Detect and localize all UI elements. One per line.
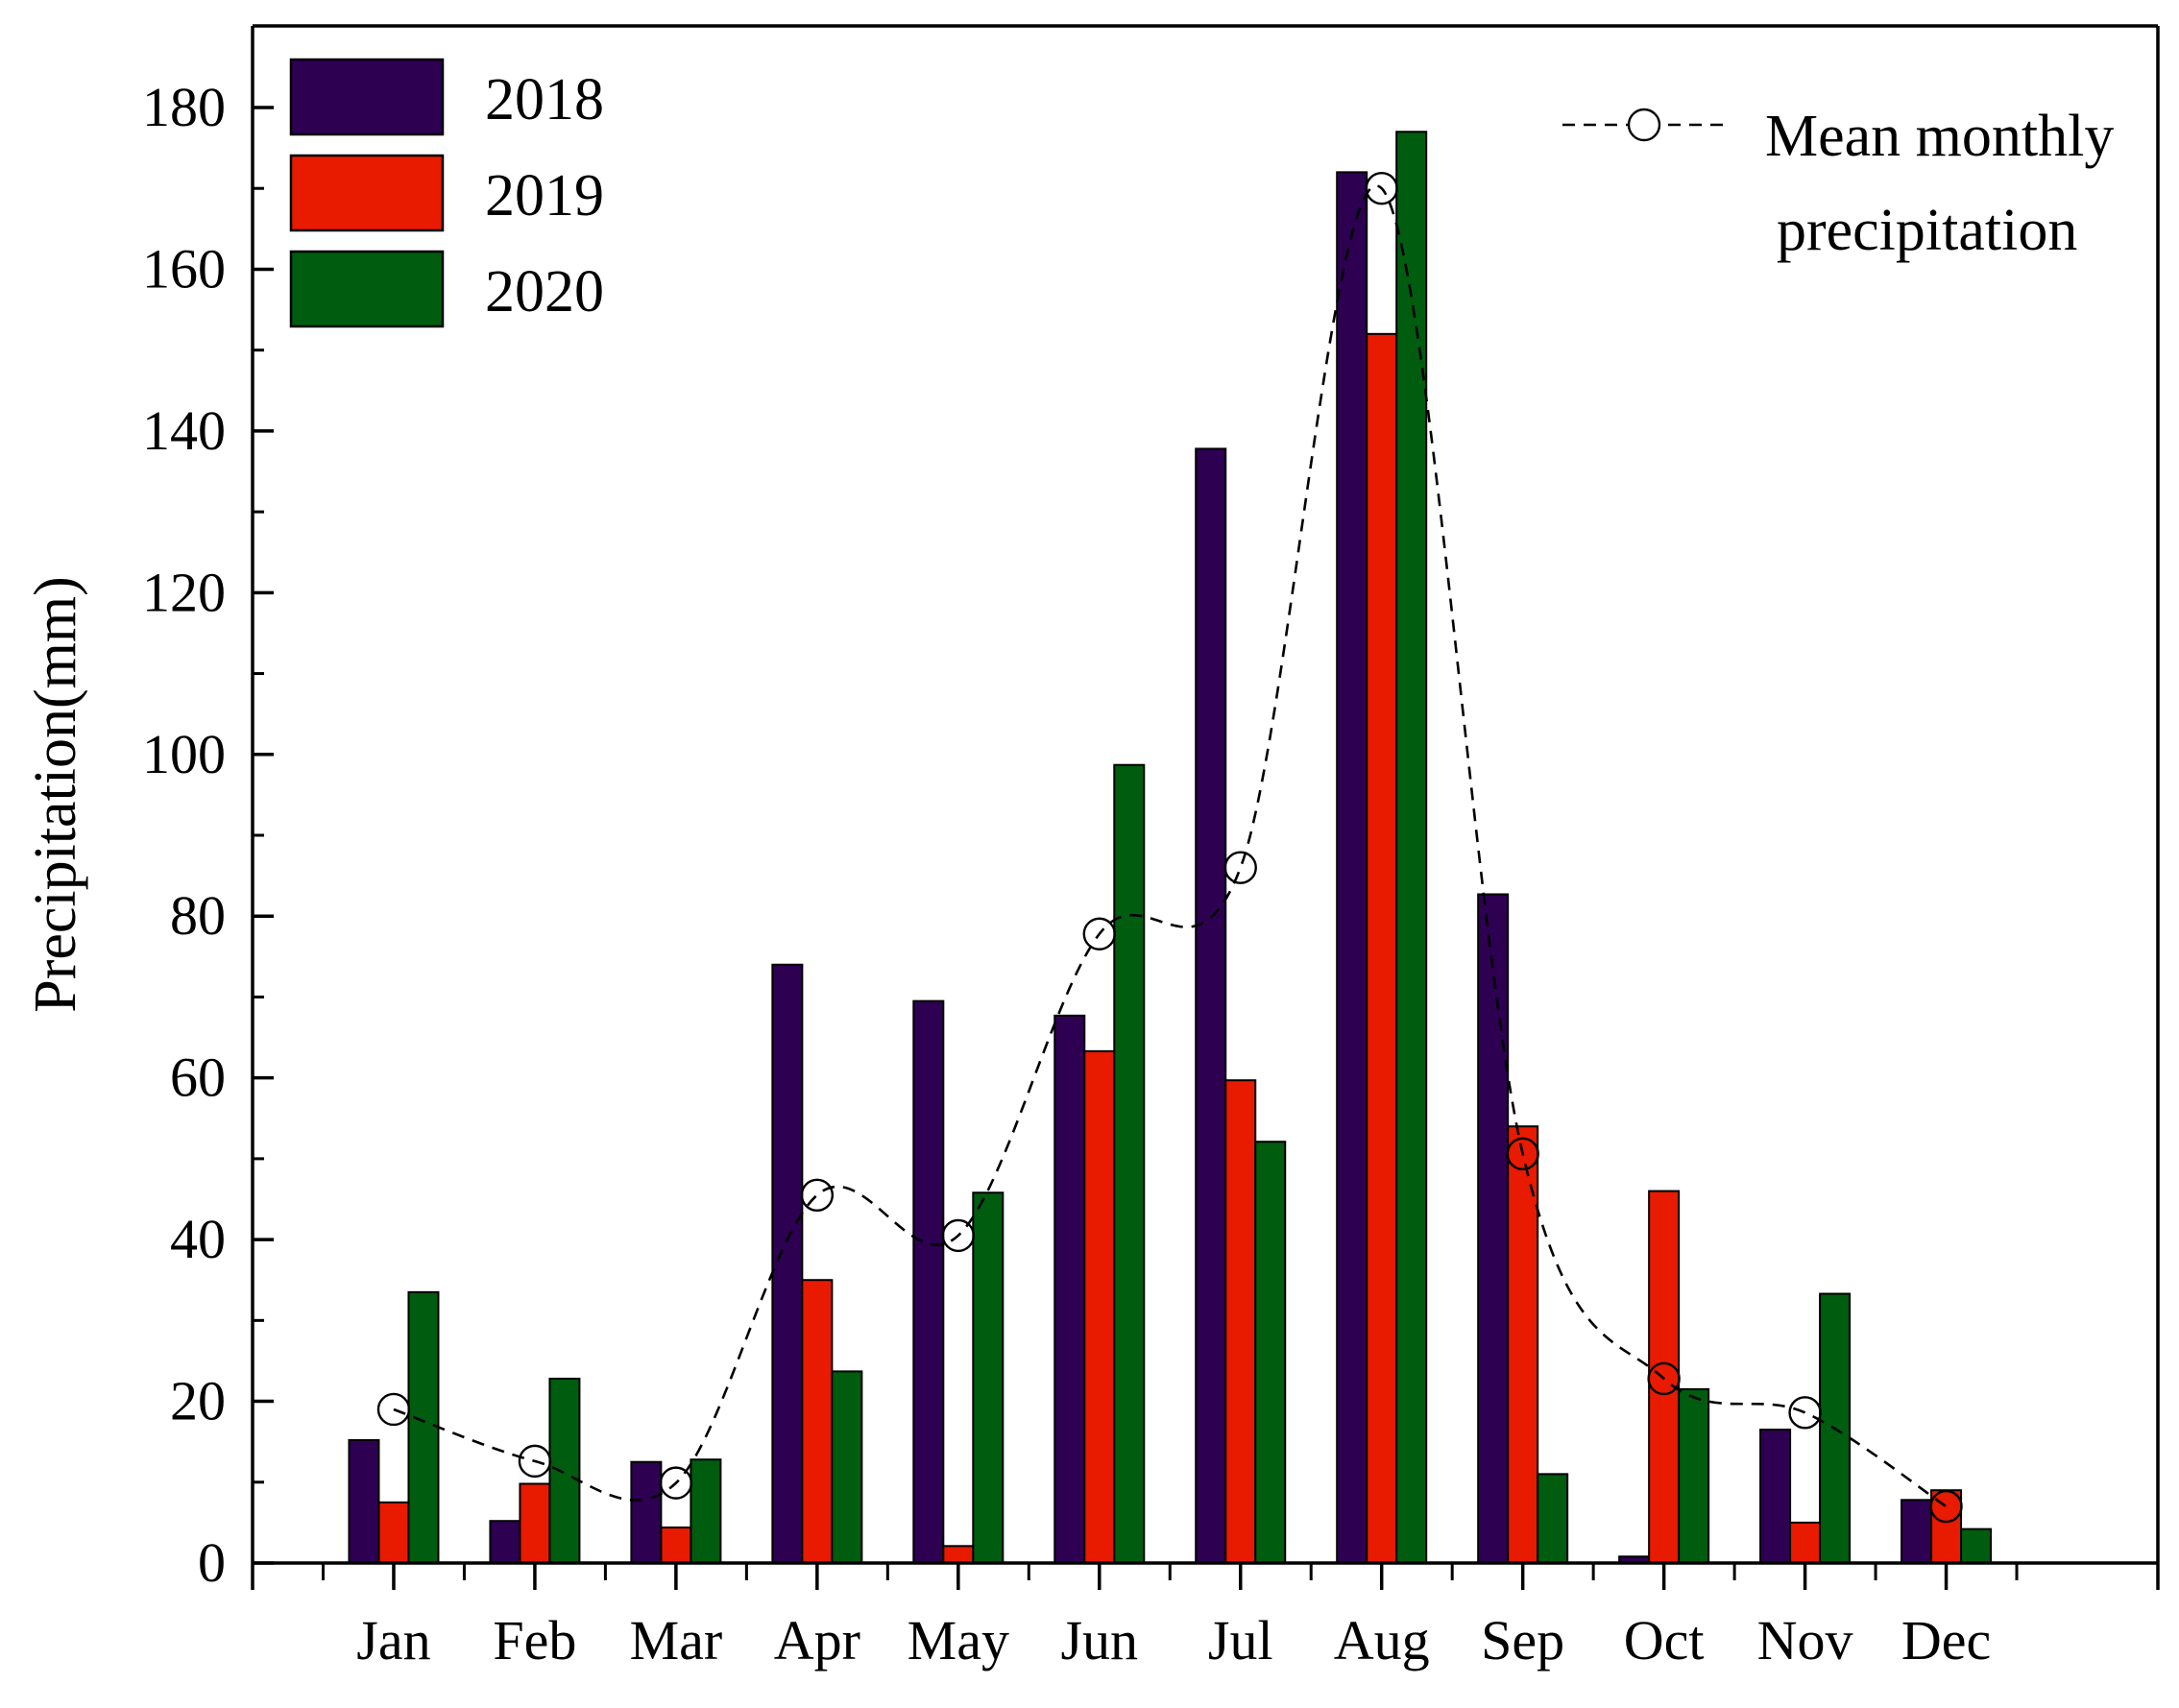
legend-label-2019: 2019 <box>485 163 604 229</box>
y-tick-label: 0 <box>198 1531 226 1594</box>
bar-2018-dec <box>1901 1499 1933 1564</box>
x-tick-label: Jan <box>356 1609 430 1672</box>
mean-point-nov <box>1788 1396 1822 1430</box>
legend-mean-label-line2: precipitation <box>1777 198 2077 263</box>
bar-2019-mar <box>660 1526 692 1565</box>
bar-2020-aug <box>1395 131 1428 1564</box>
bar-2020-may <box>972 1191 1005 1564</box>
mean-point-oct <box>1647 1361 1681 1396</box>
legend-swatch-2019 <box>289 154 445 232</box>
mean-point-dec <box>1929 1489 1963 1524</box>
bar-2019-jan <box>377 1501 410 1565</box>
mean-point-jan <box>376 1392 411 1427</box>
bar-2020-jul <box>1254 1141 1287 1565</box>
mean-point-apr <box>800 1178 835 1212</box>
axes-layer: 0 20 40 60 80 100 120 140 160 180 Jan Feb Mar Apr May J… <box>23 24 2160 1672</box>
mean-point-aug <box>1365 172 1398 205</box>
bar-2019-may <box>942 1545 975 1565</box>
bar-2018-jun <box>1053 1014 1086 1564</box>
mean-point-mar <box>659 1466 693 1500</box>
x-tick-label: May <box>908 1609 1009 1672</box>
x-tick-label: Mar <box>630 1609 723 1672</box>
legend-mean-label-line1: Mean monthly <box>1765 104 2114 169</box>
y-tick-label: 180 <box>142 76 226 138</box>
x-tick-label: Jul <box>1208 1609 1273 1672</box>
x-tick-label: Dec <box>1901 1609 1991 1672</box>
mean-point-jul <box>1223 851 1257 884</box>
bar-2020-jun <box>1113 763 1146 1564</box>
y-tick-label: 120 <box>142 561 226 623</box>
bar-2018-mar <box>630 1460 663 1564</box>
x-tick-label: Nov <box>1757 1609 1853 1672</box>
x-tick-label: Jun <box>1060 1609 1138 1672</box>
bar-2020-dec <box>1960 1528 1993 1565</box>
bar-2020-oct <box>1678 1387 1710 1565</box>
bar-2019-feb <box>519 1482 551 1565</box>
bar-2019-aug <box>1366 332 1398 1564</box>
mean-point-feb <box>518 1444 552 1479</box>
y-tick-label: 20 <box>170 1370 226 1432</box>
bar-2018-jul <box>1195 447 1227 1565</box>
x-tick-label: Aug <box>1334 1609 1430 1672</box>
y-tick-label: 60 <box>170 1046 226 1109</box>
bar-2018-jan <box>348 1438 380 1564</box>
mean-point-may <box>941 1218 976 1253</box>
y-tick-label: 100 <box>142 723 226 785</box>
legend-swatch-2018 <box>289 58 445 136</box>
bar-2018-sep <box>1477 893 1510 1564</box>
bar-2020-apr <box>831 1370 863 1564</box>
bar-2019-apr <box>801 1279 834 1564</box>
bar-2019-jul <box>1224 1079 1257 1565</box>
bar-2019-sep <box>1507 1125 1539 1564</box>
mean-line-layer <box>376 172 1963 1524</box>
bar-2020-jan <box>407 1290 440 1565</box>
y-tick-label: 160 <box>142 237 226 300</box>
bar-2020-mar <box>690 1458 722 1564</box>
bar-2018-aug <box>1336 171 1368 1564</box>
legend-mean-marker <box>1627 108 1661 142</box>
bar-2019-jun <box>1083 1049 1116 1564</box>
bar-2020-feb <box>548 1377 581 1565</box>
mean-point-sep <box>1506 1137 1539 1171</box>
legend-label-2018: 2018 <box>485 67 604 132</box>
bar-2018-nov <box>1759 1429 1792 1564</box>
bar-2020-sep <box>1537 1473 1569 1565</box>
bar-2019-nov <box>1789 1521 1822 1565</box>
y-tick-label: 140 <box>142 399 226 462</box>
x-tick-label: Apr <box>774 1609 860 1672</box>
bar-2018-apr <box>771 963 804 1564</box>
bar-2018-feb <box>489 1520 521 1565</box>
legend-label-2020: 2020 <box>485 259 604 325</box>
y-tick-label: 80 <box>170 884 226 947</box>
legend-swatch-2020 <box>289 250 445 328</box>
mean-precipitation-line <box>393 184 1948 1508</box>
legend: 2018 2019 2020 Mean monthly precipitation <box>289 58 2114 328</box>
bar-layer <box>348 131 1993 1565</box>
x-tick-label: Feb <box>493 1609 576 1672</box>
x-tick-label: Sep <box>1481 1609 1564 1672</box>
x-tick-label: Oct <box>1624 1609 1705 1672</box>
mean-point-jun <box>1082 917 1116 950</box>
bar-2019-dec <box>1930 1489 1963 1564</box>
y-axis-title: Precipitation(mm) <box>23 576 88 1013</box>
y-tick-label: 40 <box>170 1208 226 1270</box>
bar-2018-may <box>912 999 945 1564</box>
